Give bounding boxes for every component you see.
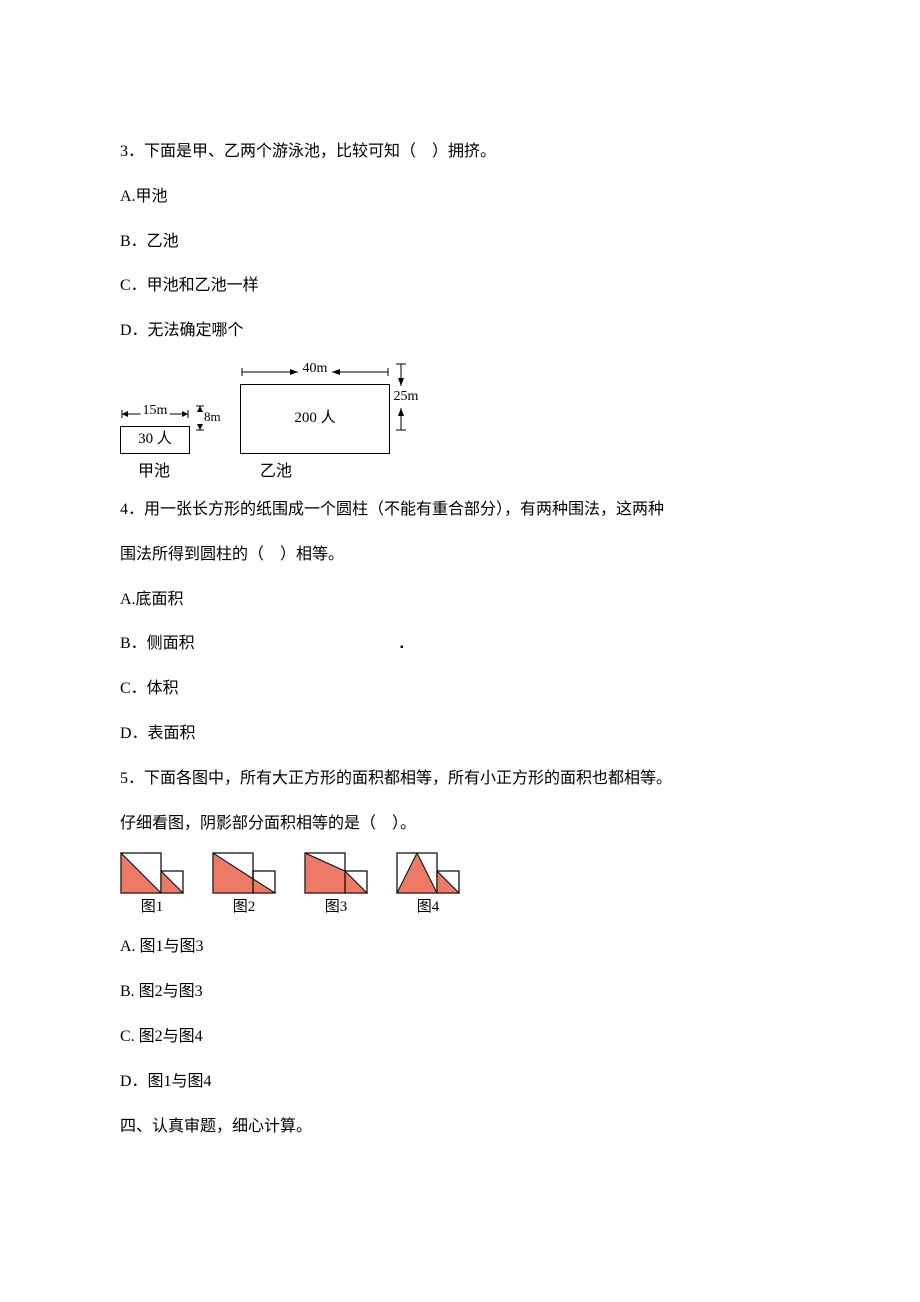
q3-option-c: C．甲池和乙池一样 [120, 264, 800, 309]
q3-option-d: D．无法确定哪个 [120, 309, 800, 354]
pool-b-caption: 乙池 [260, 464, 292, 480]
pool-b-height-label: 25m [394, 390, 419, 404]
pool-a-height-label: 8m [204, 410, 221, 423]
figure-2-label: 图2 [233, 900, 256, 915]
pool-b-width-label: 40m [301, 362, 330, 376]
pool-a: 15m 30 人 8m [120, 404, 190, 454]
pool-a-width-label: 15m [141, 404, 170, 418]
figure-3-label: 图3 [325, 900, 348, 915]
q4-stem-line2: 围法所得到圆柱的（ ）相等。 [120, 533, 800, 578]
figure-4-label: 图4 [417, 900, 440, 915]
q3-option-b: B．乙池 [120, 220, 800, 265]
q5-option-a: A. 图1与图3 [120, 925, 800, 970]
q3-stem: 3．下面是甲、乙两个游泳池，比较可知（ ）拥挤。 [120, 130, 800, 175]
q5-figures: 图1 图2 图3 [120, 852, 800, 915]
pool-a-box: 30 人 [120, 426, 190, 454]
q4-option-c: C．体积 [120, 667, 800, 712]
center-dot-icon: ▪ [400, 634, 404, 662]
figure-3: 图3 [304, 852, 368, 915]
pool-a-caption: 甲池 [138, 464, 170, 480]
q5-option-d: D．图1与图4 [120, 1060, 800, 1105]
pool-b: 40m 200 人 25m [240, 362, 390, 454]
figure-1-label: 图1 [141, 900, 164, 915]
pool-b-box: 200 人 [240, 384, 390, 454]
q4-option-a: A.底面积 [120, 578, 800, 623]
q5-stem-line2: 仔细看图，阴影部分面积相等的是（ ）。 [120, 802, 800, 847]
q4-stem-line1: 4．用一张长方形的纸围成一个圆柱（不能有重合部分），有两种围法，这两种 [120, 488, 800, 533]
figure-1: 图1 [120, 852, 184, 915]
q3-diagram: 15m 30 人 8m [120, 362, 800, 480]
q4-option-d: D．表面积 [120, 712, 800, 757]
section-4-heading: 四、认真审题，细心计算。 [120, 1105, 800, 1150]
figure-4: 图4 [396, 852, 460, 915]
q5-option-c: C. 图2与图4 [120, 1015, 800, 1060]
q5-option-b: B. 图2与图3 [120, 970, 800, 1015]
figure-2: 图2 [212, 852, 276, 915]
q5-stem-line1: 5．下面各图中，所有大正方形的面积都相等，所有小正方形的面积也都相等。 [120, 757, 800, 802]
exam-page: 3．下面是甲、乙两个游泳池，比较可知（ ）拥挤。 A.甲池 B．乙池 C．甲池和… [0, 0, 920, 1209]
q4-option-b: B．侧面积 [120, 622, 800, 667]
q3-option-a: A.甲池 [120, 175, 800, 220]
